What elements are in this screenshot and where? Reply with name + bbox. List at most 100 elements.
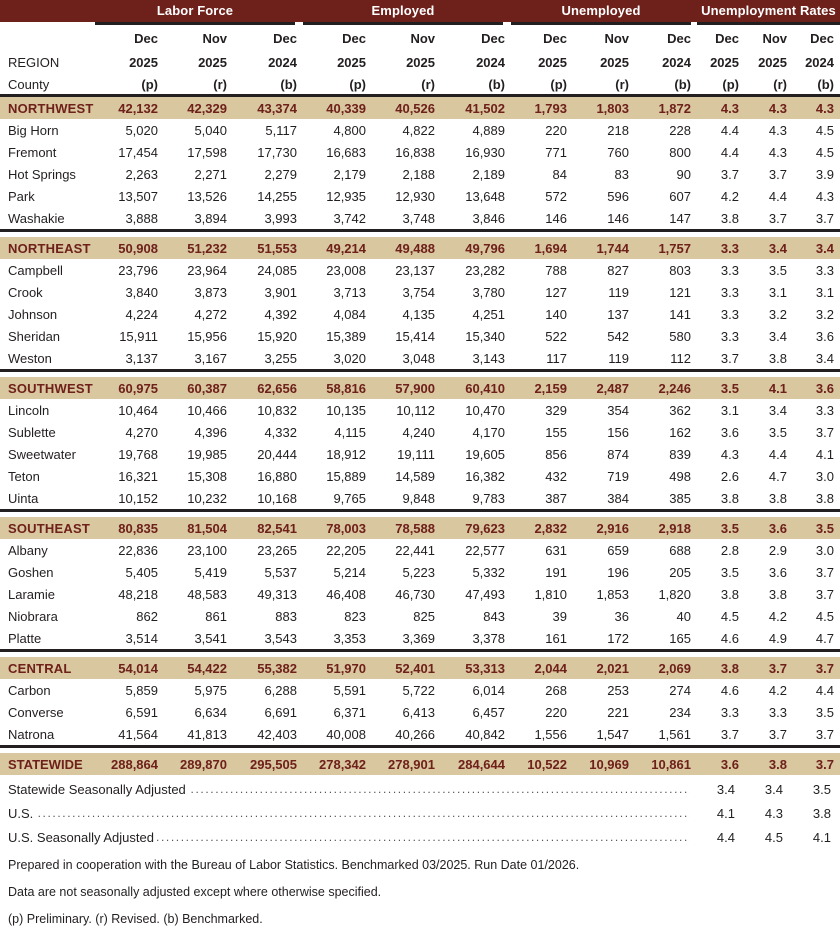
cell-c8: 2,487 xyxy=(573,376,635,399)
county-row: Crook 3,840 3,873 3,901 3,713 3,754 3,780 127 11… xyxy=(0,281,840,303)
cell-c4: 78,003 xyxy=(303,516,372,539)
cell-c6: 16,930 xyxy=(441,141,511,163)
cell-c8: 253 xyxy=(573,679,635,701)
region-row: NORTHEAST 50,908 51,232 51,553 49,214 49,488 4… xyxy=(0,236,840,259)
row-label: Converse xyxy=(0,701,95,723)
col-header-flag-11: (r) xyxy=(773,77,787,92)
cell-c8: 156 xyxy=(573,421,635,443)
cell-c3: 4,332 xyxy=(233,421,303,443)
cell-c6: 3,143 xyxy=(441,347,511,371)
cell-c1: 10,152 xyxy=(95,487,164,511)
cell-c9: 1,561 xyxy=(635,723,697,747)
cell-c2: 60,387 xyxy=(164,376,233,399)
group-header-band: Labor Force Employed Unemployed Unemploymen… xyxy=(0,0,840,22)
col-header-flag-1: (p) xyxy=(141,77,158,92)
cell-c7: 2,044 xyxy=(511,656,573,679)
cell-c11: 3.1 xyxy=(745,281,793,303)
cell-c2: 42,329 xyxy=(164,97,233,119)
county-row: Big Horn 5,020 5,040 5,117 4,800 4,822 4,889 22… xyxy=(0,119,840,141)
cell-c5: 46,730 xyxy=(372,583,441,605)
cell-c12: 3.7 xyxy=(793,583,840,605)
county-row: Campbell 23,796 23,964 24,085 23,008 23,137 23… xyxy=(0,259,840,281)
cell-c10: 3.3 xyxy=(697,325,745,347)
cell-c9: 607 xyxy=(635,185,697,207)
row-label: Lincoln xyxy=(0,399,95,421)
cell-c4: 10,135 xyxy=(303,399,372,421)
cell-c11: 3.8 xyxy=(745,583,793,605)
cell-c8: 827 xyxy=(573,259,635,281)
footer-rate-value-c3: 3.5 xyxy=(791,782,831,797)
cell-c10: 3.7 xyxy=(697,347,745,371)
col-header-year-4: 2025 xyxy=(337,55,366,70)
cell-c5: 4,822 xyxy=(372,119,441,141)
cell-c9: 141 xyxy=(635,303,697,325)
cell-c10: 3.1 xyxy=(697,399,745,421)
cell-c3: 5,117 xyxy=(233,119,303,141)
row-label: Teton xyxy=(0,465,95,487)
cell-c2: 54,422 xyxy=(164,656,233,679)
group-title-3: Unemployed xyxy=(561,3,641,18)
cell-c11: 3.6 xyxy=(745,516,793,539)
cell-c9: 112 xyxy=(635,347,697,371)
cell-c10: 3.3 xyxy=(697,701,745,723)
cell-c2: 5,975 xyxy=(164,679,233,701)
cell-c8: 596 xyxy=(573,185,635,207)
cell-c4: 5,214 xyxy=(303,561,372,583)
row-label: STATEWIDE xyxy=(0,752,95,775)
county-row: Goshen 5,405 5,419 5,537 5,214 5,223 5,332 191 1… xyxy=(0,561,840,583)
cell-c8: 119 xyxy=(573,347,635,371)
cell-c4: 40,008 xyxy=(303,723,372,747)
footer-rate-label: Statewide Seasonally Adjusted xyxy=(8,782,189,797)
cell-c12: 4.3 xyxy=(793,185,840,207)
cell-c3: 43,374 xyxy=(233,97,303,119)
cell-c7: 1,793 xyxy=(511,97,573,119)
cell-c10: 3.5 xyxy=(697,376,745,399)
cell-c1: 42,132 xyxy=(95,97,164,119)
cell-c3: 51,553 xyxy=(233,236,303,259)
cell-c1: 10,464 xyxy=(95,399,164,421)
cell-c5: 278,901 xyxy=(372,752,441,775)
row-label: NORTHWEST xyxy=(0,97,95,119)
cell-c1: 4,224 xyxy=(95,303,164,325)
row-label: Park xyxy=(0,185,95,207)
cell-c9: 162 xyxy=(635,421,697,443)
cell-c5: 9,848 xyxy=(372,487,441,511)
cell-c8: 146 xyxy=(573,207,635,231)
cell-c1: 3,137 xyxy=(95,347,164,371)
cell-c11: 4.4 xyxy=(745,443,793,465)
cell-c10: 4.5 xyxy=(697,605,745,627)
footer-rate-label: U.S. Seasonally Adjusted xyxy=(8,830,157,845)
cell-c2: 6,634 xyxy=(164,701,233,723)
region-separator xyxy=(0,509,840,517)
cell-c10: 3.5 xyxy=(697,561,745,583)
row-label: Sheridan xyxy=(0,325,95,347)
cell-c4: 3,353 xyxy=(303,627,372,651)
cell-c6: 60,410 xyxy=(441,376,511,399)
cell-c5: 40,266 xyxy=(372,723,441,747)
col-header-month-7: Dec xyxy=(543,31,567,46)
col-header-month-5: Nov xyxy=(410,31,435,46)
cell-c10: 4.6 xyxy=(697,627,745,651)
cell-c2: 3,167 xyxy=(164,347,233,371)
cell-c9: 800 xyxy=(635,141,697,163)
cell-c1: 15,911 xyxy=(95,325,164,347)
cell-c8: 83 xyxy=(573,163,635,185)
cell-c7: 146 xyxy=(511,207,573,231)
cell-c11: 3.2 xyxy=(745,303,793,325)
cell-c4: 18,912 xyxy=(303,443,372,465)
cell-c11: 3.4 xyxy=(745,236,793,259)
cell-c5: 23,137 xyxy=(372,259,441,281)
group-title-4: Unemployment Rates xyxy=(701,3,836,18)
cell-c8: 196 xyxy=(573,561,635,583)
separator-cell xyxy=(0,229,840,237)
cell-c8: 719 xyxy=(573,465,635,487)
cell-c3: 6,691 xyxy=(233,701,303,723)
cell-c9: 205 xyxy=(635,561,697,583)
cell-c9: 10,861 xyxy=(635,752,697,775)
col-header-flag-9: (b) xyxy=(674,77,691,92)
cell-c12: 3.7 xyxy=(793,421,840,443)
cell-c7: 631 xyxy=(511,539,573,561)
group-underline-4 xyxy=(697,22,840,25)
col-header-month-11: Nov xyxy=(762,31,787,46)
cell-c2: 3,541 xyxy=(164,627,233,651)
